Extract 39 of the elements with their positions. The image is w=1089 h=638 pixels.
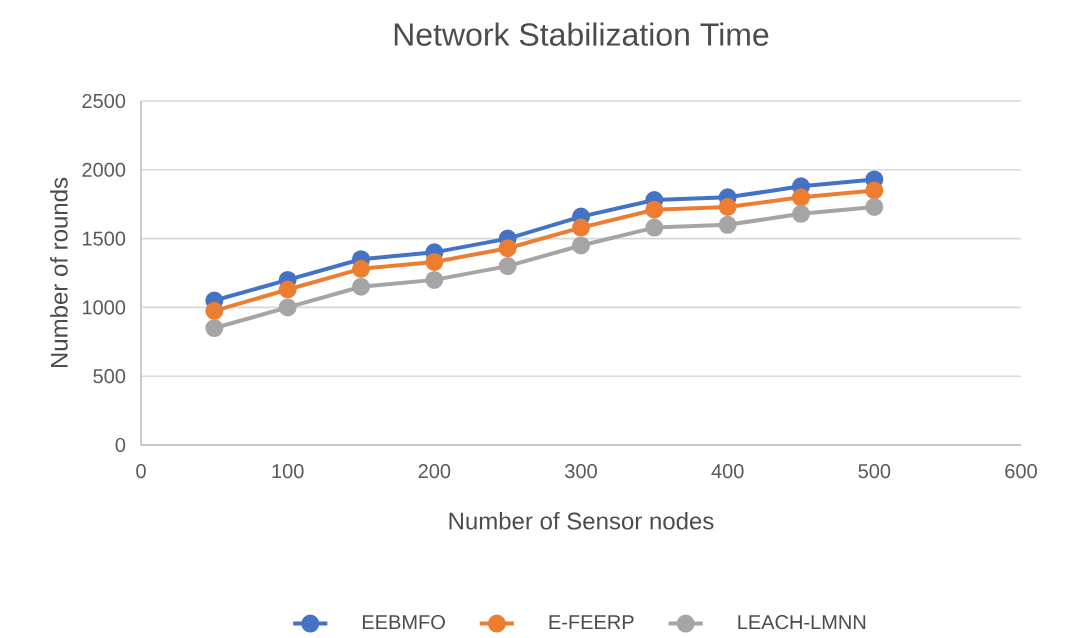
point [791,204,810,223]
point [571,218,590,237]
legend-label: E-FEERP [549,615,634,629]
point [865,197,884,216]
y-tick-label: 1000 [82,300,126,315]
point [718,197,737,216]
x-tick-label: 300 [565,464,597,479]
x-tick-label: 0 [136,464,146,479]
x-tick-label: 100 [272,464,304,479]
chart-title: Network Stabilization Time [394,22,769,46]
point [791,188,810,207]
point [278,298,297,317]
point [645,218,664,237]
x-tick-label: 200 [418,464,451,479]
point [865,181,884,200]
point [645,200,664,219]
x-tick-label: 600 [1005,464,1037,479]
y-tick-label: 2500 [82,93,126,109]
y-tick-label: 500 [93,369,126,384]
point [718,215,737,234]
x-axis-title: Number of Sensor nodes [449,511,714,530]
point [498,257,517,276]
x-tick-label: 500 [858,464,891,479]
x-tick-label: 400 [711,464,744,479]
point [498,239,517,258]
y-tick-label: 2000 [82,162,126,177]
point [425,270,444,289]
legend-label: LEACH-LMNN [738,615,866,630]
point [352,259,370,278]
point [205,301,224,320]
y-axis-title: Number of rounds [50,177,68,368]
point [425,252,444,271]
point [571,236,590,255]
point [278,280,297,299]
point [205,319,224,338]
y-tick-label: 1500 [82,231,126,246]
y-tick-label: 0 [115,437,126,453]
point [352,277,370,296]
legend-label: EEBMFO [362,615,445,630]
